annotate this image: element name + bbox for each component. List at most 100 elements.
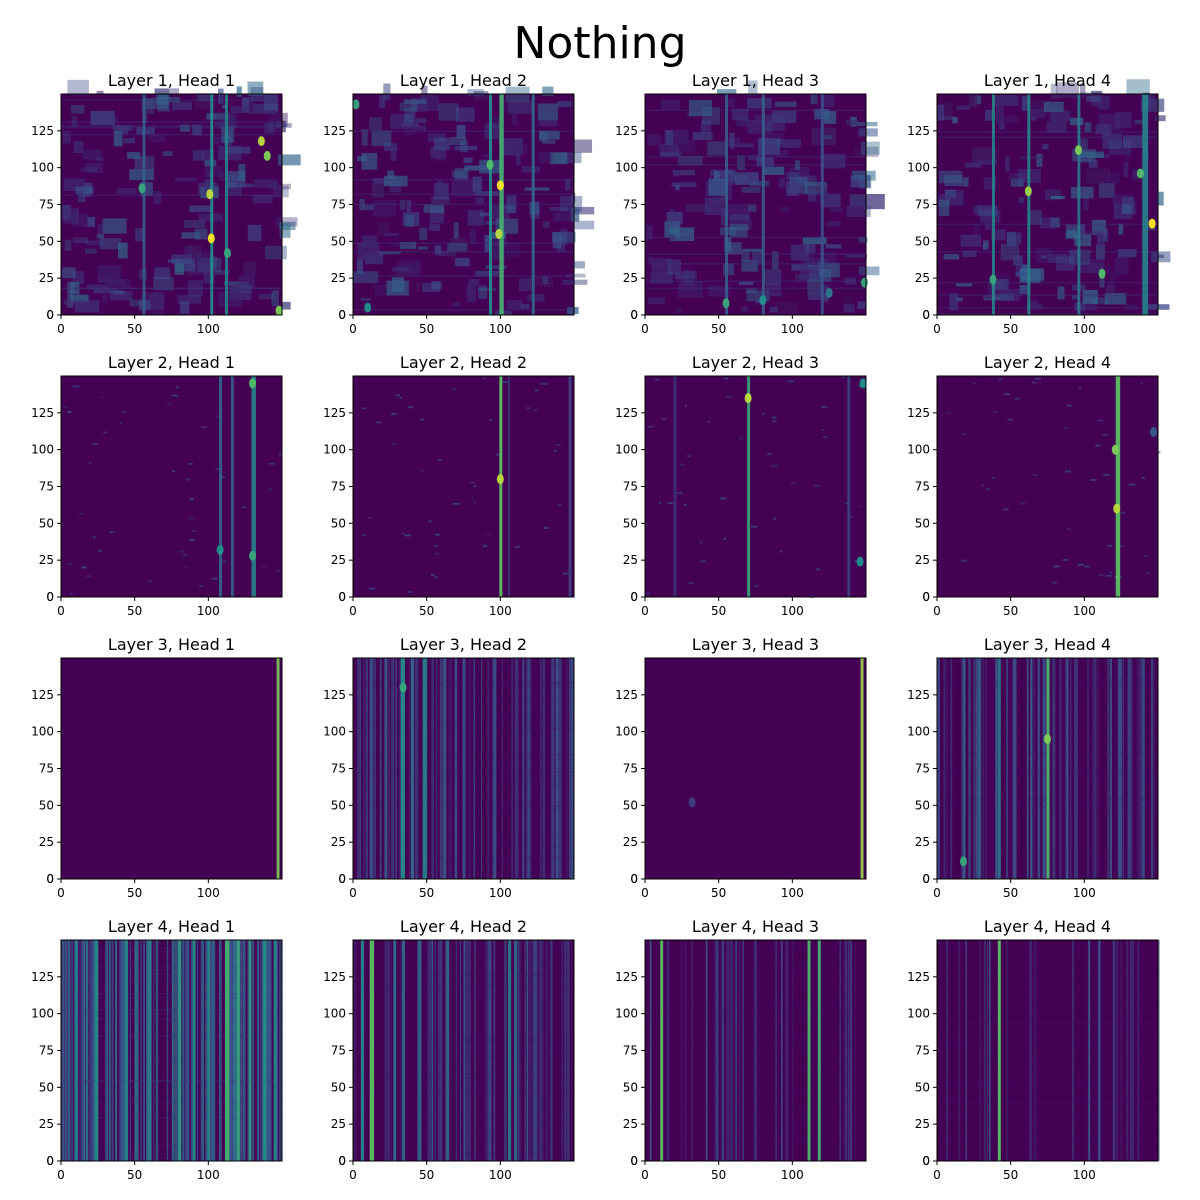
heatmap-row-band [645, 948, 866, 950]
heatmap-column [111, 940, 114, 1161]
heatmap-cell [472, 176, 482, 192]
heatmap-row-band [353, 309, 574, 311]
attention-column [393, 940, 397, 1161]
heatmap-cell [993, 95, 1019, 107]
attention-column [850, 940, 852, 1161]
heatmap-row-band [61, 982, 282, 984]
heatmap-column [968, 658, 971, 879]
y-tick-label: 100 [615, 1007, 638, 1021]
panel-title: Layer 1, Head 4 [984, 71, 1111, 90]
heatmap-cell [221, 476, 226, 479]
heatmap-cell [756, 157, 775, 167]
heatmap-cell [1040, 217, 1060, 229]
heatmap-cell [167, 259, 182, 263]
heatmap-row-band [937, 1023, 1158, 1025]
heatmap-cell [774, 101, 797, 107]
heatmap-cell [180, 124, 190, 132]
heatmap-cell [710, 169, 718, 177]
heatmap-column [728, 940, 730, 1161]
heatmap-row-band [61, 967, 282, 969]
heatmap-cell [699, 541, 703, 544]
heatmap-cell [765, 282, 781, 292]
heatmap-cell [860, 141, 880, 155]
heatmap-cell [112, 124, 134, 131]
heatmap-column [78, 940, 80, 1161]
y-tick-label: 25 [39, 1117, 54, 1131]
heatmap-cell [964, 162, 982, 168]
heatmap-row-band [61, 978, 282, 980]
heatmap-row-band [645, 962, 866, 964]
heatmap-cell [670, 209, 676, 222]
heatmap-cell [93, 289, 119, 294]
y-tick-label: 125 [31, 970, 54, 984]
y-tick-label: 125 [31, 688, 54, 702]
heatmap-cell [1003, 393, 1010, 396]
y-tick-label: 0 [338, 308, 346, 322]
heatmap-cell [109, 116, 118, 124]
heatmap-cell [154, 88, 179, 95]
heatmap-cell [213, 136, 225, 145]
heatmap-row-band [61, 287, 282, 290]
heatmap-cell [84, 248, 97, 254]
attention-column [360, 940, 364, 1161]
heatmap-column [365, 658, 367, 879]
heatmap-cell [729, 218, 752, 230]
heatmap-column [680, 940, 682, 1161]
heatmap-cell [157, 92, 169, 105]
heatmap-row-band [61, 1156, 282, 1158]
heatmap-column [1059, 658, 1062, 879]
heatmap-row-band [353, 951, 574, 953]
heatmap-cell [1123, 135, 1145, 149]
heatmap-row-band [61, 1061, 282, 1063]
x-tick-label: 100 [1073, 1168, 1096, 1182]
heatmap-cell [377, 221, 390, 238]
heatmap-column [416, 940, 420, 1161]
heatmap-cell [688, 100, 713, 116]
heatmap-row-band [937, 281, 1158, 284]
heatmap-column [666, 940, 669, 1161]
heatmap-column [550, 940, 553, 1161]
x-tick-label: 50 [711, 886, 726, 900]
heatmap-row-band [353, 984, 574, 986]
heatmap-cell [514, 545, 521, 548]
attention-spot [688, 797, 696, 808]
x-tick-label: 0 [349, 604, 357, 618]
heatmap-column [1026, 658, 1029, 879]
heatmap-column [1132, 940, 1135, 1161]
y-tick-label: 0 [630, 308, 638, 322]
heatmap-column [1052, 658, 1054, 879]
heatmap-cell [962, 250, 977, 258]
heatmap-column [551, 658, 555, 879]
heatmap-cell [1071, 294, 1079, 300]
heatmap-cell [404, 107, 416, 123]
heatmap-column [1029, 940, 1032, 1161]
heatmap-column [231, 940, 233, 1161]
heatmap-cell [263, 94, 278, 111]
heatmap-cell [540, 382, 548, 385]
heatmap-column [439, 658, 442, 879]
heatmap-cell [1130, 201, 1137, 215]
heatmap-column [211, 940, 214, 1161]
heatmap-column [466, 940, 468, 1161]
attention-column [991, 94, 995, 315]
heatmap-cell [236, 86, 242, 97]
heatmap-cell [243, 261, 256, 276]
heatmap-column [437, 940, 441, 1161]
attention-column [514, 940, 518, 1161]
heatmap-cell [802, 237, 827, 245]
y-tick-label: 100 [907, 1007, 930, 1021]
attention-column [860, 658, 864, 879]
heatmap-column [143, 940, 146, 1161]
heatmap-cell [998, 378, 1002, 381]
heatmap-row-band [353, 946, 574, 948]
y-tick-label: 100 [907, 161, 930, 175]
x-tick-label: 0 [349, 1168, 357, 1182]
heatmap-row-band [353, 251, 574, 253]
heatmap-row-band [353, 1092, 574, 1094]
heatmap-column [228, 940, 232, 1161]
heatmap-row-band [645, 109, 866, 112]
heatmap-cell [944, 102, 953, 117]
x-tick-label: 100 [489, 322, 512, 336]
heatmap-column [430, 940, 434, 1161]
